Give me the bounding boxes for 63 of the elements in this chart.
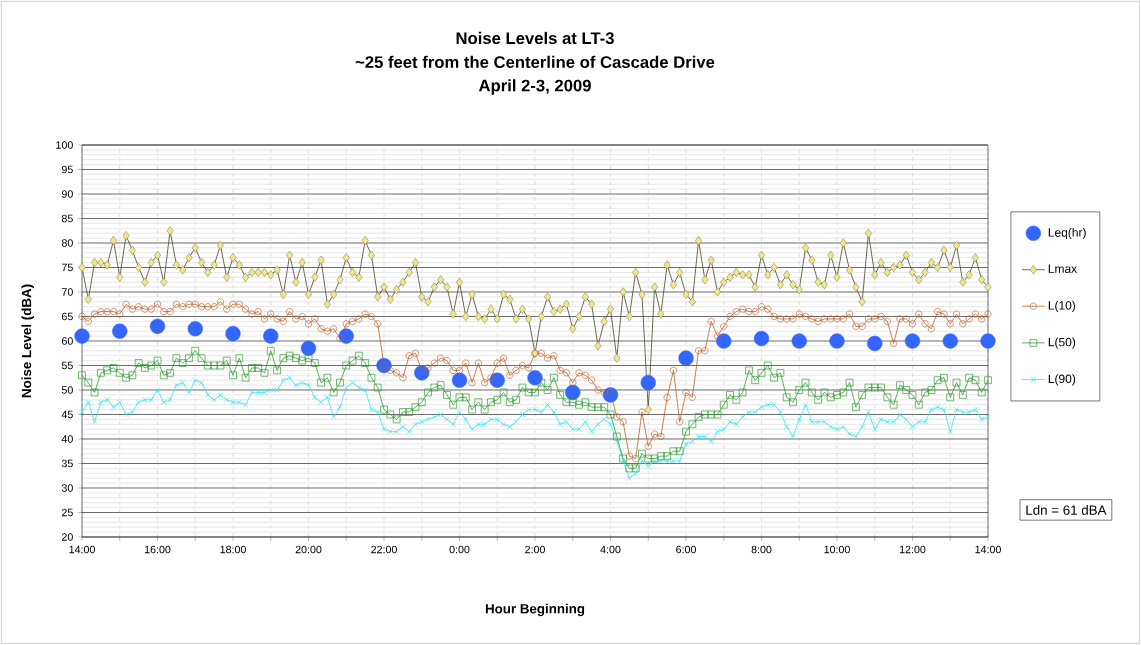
y-axis-title: Noise Level (dBA) xyxy=(21,284,34,398)
chart-title: Noise Levels at LT-3 xyxy=(456,31,614,45)
point xyxy=(565,384,581,401)
point xyxy=(753,330,770,347)
y-tick-label: 60 xyxy=(61,337,73,345)
point xyxy=(791,333,807,349)
point xyxy=(300,340,317,356)
y-tick-label: 85 xyxy=(61,214,73,223)
legend-label: Lmax xyxy=(1048,264,1078,273)
y-tick-label: 100 xyxy=(56,141,73,149)
x-axis-title: Hour Beginning xyxy=(485,603,585,617)
x-tick-label: 16:00 xyxy=(144,545,171,554)
x-tick-label: 20:00 xyxy=(295,545,322,554)
x-tick-label: 8:00 xyxy=(751,545,772,554)
point xyxy=(829,333,845,349)
point xyxy=(716,333,732,349)
y-tick-label: 80 xyxy=(61,239,73,247)
y-tick-label: 25 xyxy=(61,508,73,517)
y-tick-label: 70 xyxy=(61,288,73,296)
point xyxy=(74,328,90,344)
y-tick-label: 90 xyxy=(61,190,73,198)
point xyxy=(263,328,279,344)
y-tick-label: 40 xyxy=(61,435,73,443)
point xyxy=(678,350,694,366)
x-tick-label: 12:00 xyxy=(899,545,926,554)
point xyxy=(640,375,656,391)
point xyxy=(451,372,468,388)
y-tick-label: 75 xyxy=(61,263,73,272)
point xyxy=(187,321,203,337)
x-tick-label: 18:00 xyxy=(220,545,246,554)
legend-label: Leq(hr) xyxy=(1048,227,1086,240)
x-tick-label: 14:00 xyxy=(69,545,95,554)
y-tick-label: 65 xyxy=(61,312,73,321)
text: April 2-3, 2009 xyxy=(478,79,591,95)
y-tick-label: 30 xyxy=(61,484,73,492)
chart-subtitle: ~25 feet from the Centerline of Cascade Drive xyxy=(355,55,715,69)
y-tick-label: 20 xyxy=(61,533,73,541)
point xyxy=(112,323,128,339)
x-tick-label: 14:00 xyxy=(975,545,1001,554)
point xyxy=(225,326,241,342)
point xyxy=(489,372,505,388)
text: Ldn = 61 dBA xyxy=(1026,505,1107,515)
point xyxy=(338,328,354,344)
point xyxy=(867,335,883,352)
x-tick-label: 10:00 xyxy=(824,545,850,554)
y-tick-label: 55 xyxy=(61,361,73,370)
point xyxy=(149,318,166,334)
point xyxy=(942,333,958,349)
legend-label: L(50) xyxy=(1048,337,1076,349)
y-tick-label: 35 xyxy=(61,459,73,468)
x-tick-label: 4:00 xyxy=(600,545,621,554)
y-tick-label: 45 xyxy=(61,410,73,419)
point xyxy=(980,333,996,349)
x-tick-label: 22:00 xyxy=(371,545,397,554)
legend-label: L(10) xyxy=(1048,300,1076,313)
x-tick-label: 6:00 xyxy=(676,545,696,554)
point xyxy=(904,333,921,349)
x-tick-label: 2:00 xyxy=(525,545,545,554)
point xyxy=(527,370,543,386)
x-tick-label: 0:00 xyxy=(449,545,470,554)
legend-label: L(90) xyxy=(1048,374,1076,386)
y-tick-label: 95 xyxy=(61,165,73,174)
y-tick-label: 50 xyxy=(61,386,73,394)
